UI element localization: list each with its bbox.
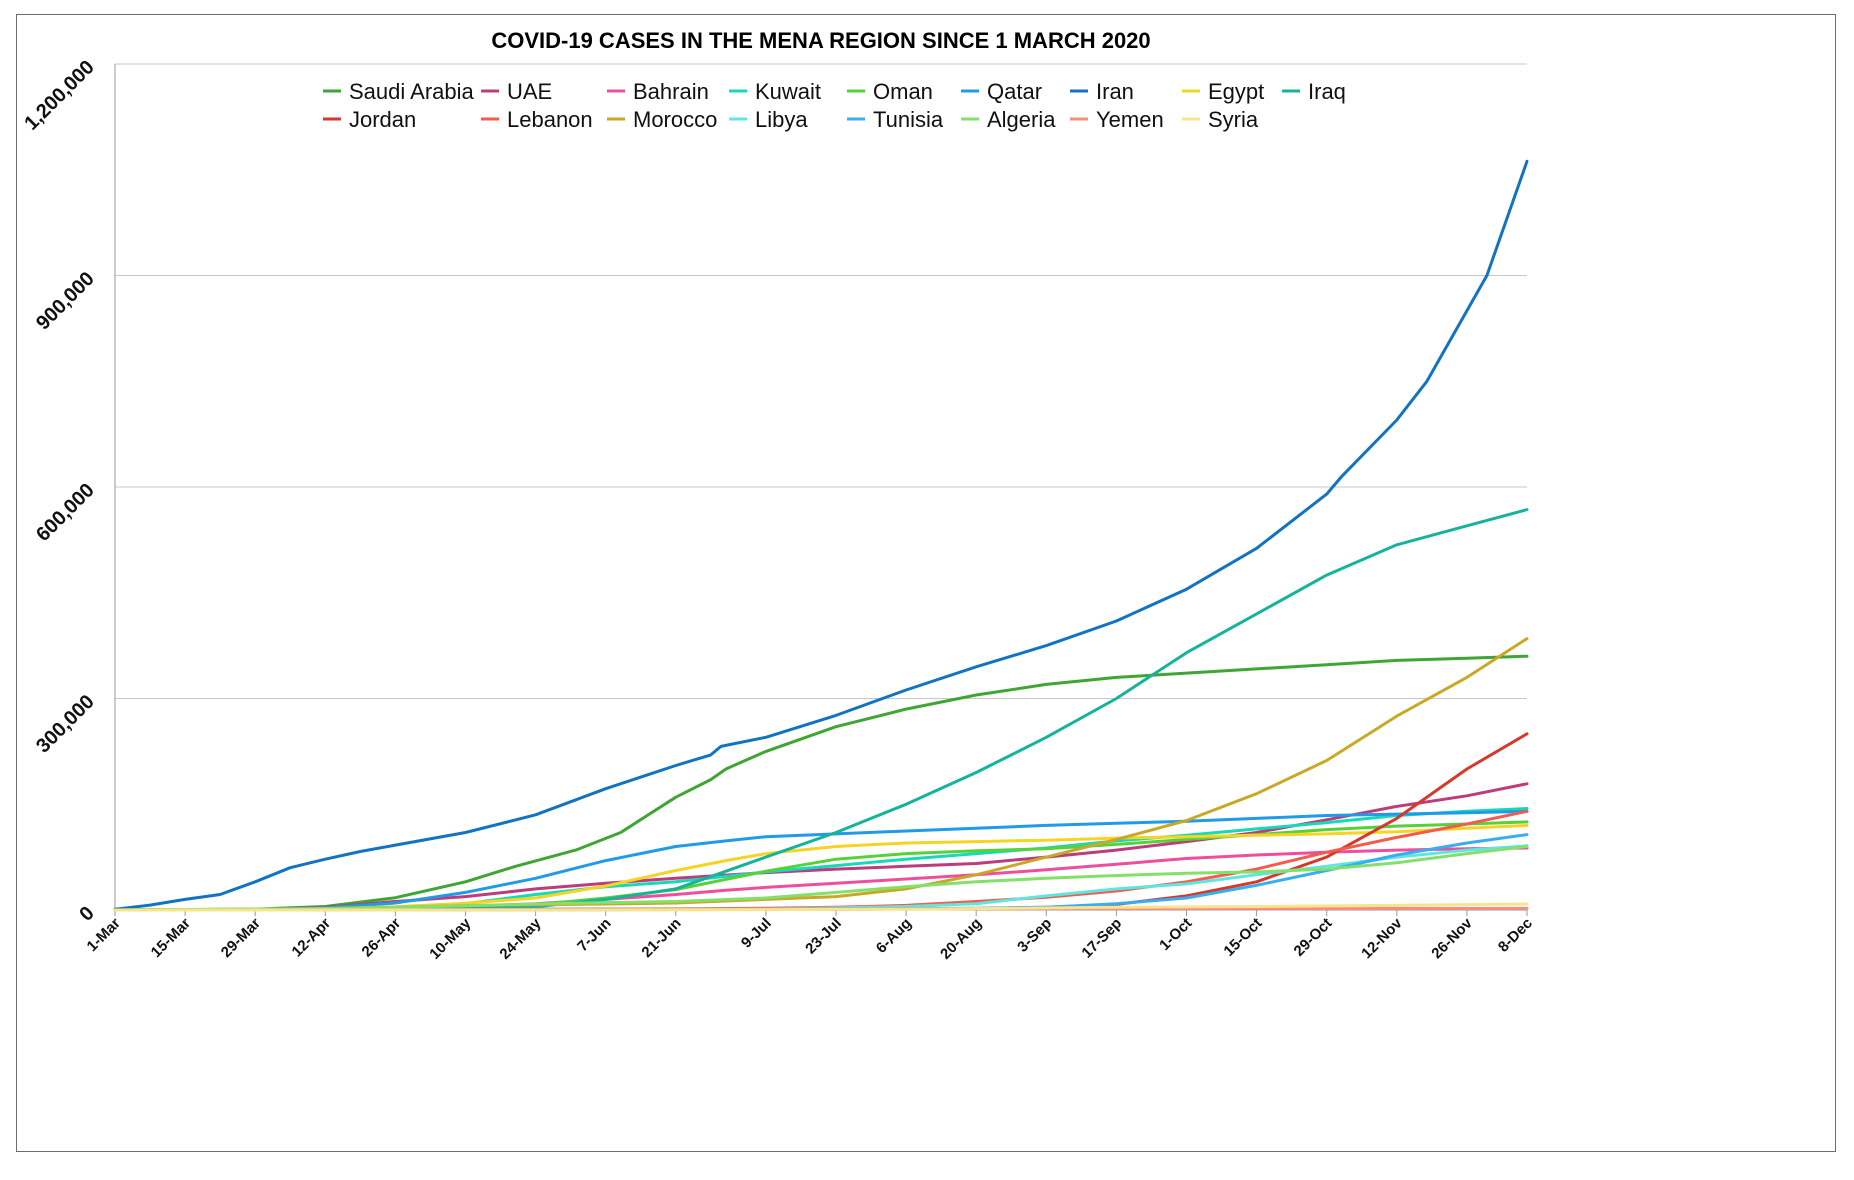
x-tick-label: 8-Dec [1495,915,1536,956]
legend-label: Bahrain [633,79,709,104]
series-line-saudi-arabia [113,654,1529,912]
chart-title: COVID-19 CASES IN THE MENA REGION SINCE … [491,28,1150,53]
y-axis: 0 300,000 600,000 900,000 1,200,000 [20,56,1527,926]
series-lines [113,159,1529,912]
x-tick-label: 26-Apr [359,915,405,961]
legend-label: Kuwait [755,79,821,104]
y-tick-label: 1,200,000 [20,56,98,134]
x-tick-label: 10-May [426,914,474,962]
x-tick-label: 26-Nov [1428,914,1476,962]
x-tick-label: 23-Jul [802,915,845,958]
chart-frame: COVID-19 CASES IN THE MENA REGION SINCE … [16,14,1836,1152]
x-tick-label: 21-Jun [638,915,684,961]
series-line-qatar [113,809,1529,912]
y-tick-label: 300,000 [32,691,99,758]
y-tick-label: 600,000 [32,479,99,546]
legend-label: Egypt [1208,79,1264,104]
x-tick-label: 20-Aug [937,915,985,963]
x-tick-label: 15-Mar [148,915,194,961]
x-tick-label: 3-Sep [1014,915,1055,956]
legend-label: Oman [873,79,933,104]
legend-label: UAE [507,79,552,104]
legend-label: Iran [1096,79,1134,104]
x-tick-label: 17-Sep [1078,915,1125,962]
x-tick-label: 12-Apr [289,915,335,961]
x-tick-label: 29-Mar [218,915,264,961]
legend-label: Algeria [987,107,1056,132]
legend-label: Jordan [349,107,416,132]
series-line-syria [113,902,1529,912]
legend-label: Syria [1208,107,1259,132]
legend-label: Morocco [633,107,717,132]
series-line-bahrain [113,846,1529,912]
legend-label: Tunisia [873,107,944,132]
legend-label: Libya [755,107,808,132]
legend-label: Lebanon [507,107,593,132]
x-tick-label: 9-Jul [738,915,775,952]
y-tick-label: 900,000 [32,268,99,335]
x-tick-label: 24-May [496,914,544,962]
legend: Saudi Arabia UAE Bahrain Kuwait Oman Qatar Ira… [323,79,1346,132]
legend-label: Qatar [987,79,1042,104]
series-line-algeria [113,845,1529,912]
series-line-iraq [113,508,1529,912]
x-tick-label: 1-Oct [1156,915,1195,954]
x-tick-label: 29-Oct [1291,915,1336,960]
line-chart: COVID-19 CASES IN THE MENA REGION SINCE … [20,28,1536,963]
y-tick-label: 0 [75,902,98,925]
series-line-iran [113,159,1529,911]
legend-label: Yemen [1096,107,1164,132]
x-tick-label: 7-Jun [574,915,614,955]
x-tick-label: 6-Aug [873,915,915,957]
legend-label: Saudi Arabia [349,79,475,104]
x-tick-label: 12-Nov [1358,914,1406,962]
x-axis: 1-Mar 15-Mar 29-Mar 12-Apr 26-Apr 10-May 24-Ma… [84,910,1536,963]
gridlines [115,63,1527,699]
legend-label: Iraq [1308,79,1346,104]
x-tick-label: 15-Oct [1220,915,1265,960]
